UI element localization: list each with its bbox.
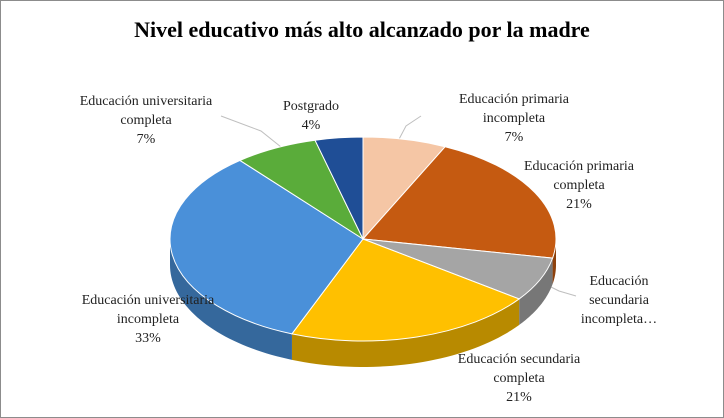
- category-label: Educación primaria completa: [523, 159, 634, 193]
- leader-line: [220, 115, 287, 152]
- slice-side: [291, 298, 520, 367]
- data-label: Educación universitaria incompleta 33%: [61, 291, 236, 348]
- category-label: Educación universitaria incompleta: [81, 293, 215, 327]
- data-label: Educación primaria incompleta 7%: [439, 90, 589, 147]
- category-label: Educación secundaria completa: [457, 352, 581, 386]
- chart-title: Nivel educativo más alto alcanzado por l…: [134, 17, 590, 42]
- data-label: Educación primaria completa 21%: [522, 157, 637, 214]
- slice: [361, 146, 557, 259]
- value-label: 7%: [504, 130, 524, 145]
- category-label: Educación secundaria incompleta…: [580, 274, 658, 327]
- data-label: Postgrado 4%: [266, 97, 356, 135]
- value-label: 33%: [135, 331, 161, 346]
- category-label: Educación primaria incompleta: [458, 92, 569, 126]
- slice: [314, 136, 364, 240]
- value-label: 4%: [301, 118, 321, 133]
- value-label: 21%: [566, 197, 592, 212]
- leader-line: [396, 115, 422, 144]
- leader-line: [548, 285, 577, 297]
- slice: [169, 159, 364, 335]
- data-label: Educación universitaria completa 7%: [61, 92, 231, 149]
- value-label: 7%: [136, 132, 156, 147]
- value-label: 21%: [506, 390, 532, 405]
- data-label: Educación secundaria completa 21%: [432, 350, 607, 407]
- slice: [291, 238, 521, 342]
- leader-lines: [220, 115, 577, 297]
- category-label: Postgrado: [283, 99, 339, 114]
- category-label: Educación universitaria completa: [79, 94, 213, 128]
- slice-side: [170, 239, 292, 360]
- data-label: Educación secundaria incompleta…: [569, 272, 669, 329]
